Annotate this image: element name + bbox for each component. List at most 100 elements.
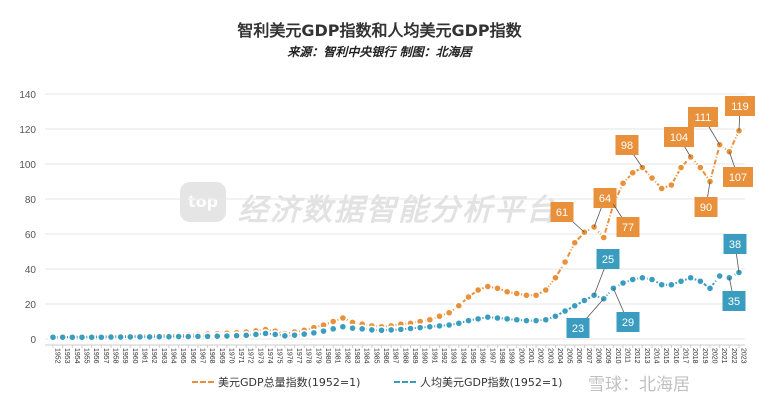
annotation-box-gdp [616,217,640,237]
x-tick-label: 1996 [479,348,486,364]
annotation-label-gdp: 119 [731,101,749,113]
x-tick-label: 2011 [624,348,631,363]
data-point-per-capita [464,316,473,326]
x-tick-label: 1968 [208,348,215,364]
data-point-per-capita [328,324,338,334]
data-point-gdp [531,290,541,300]
data-point-per-capita [203,331,212,341]
data-point-per-capita [348,323,357,333]
x-tick-label: 2009 [604,348,611,364]
data-point-per-capita [483,312,493,322]
x-tick-label: 2000 [517,348,524,364]
data-point-gdp [715,140,725,150]
x-tick-label: 1964 [169,348,176,364]
x-tick-label: 2010 [614,348,621,364]
data-point-per-capita [686,273,696,283]
annotation-box-per-capita [616,312,640,332]
legend-item-per-capita: 人均美元GDP指数(1952=1) [394,374,562,390]
data-point-gdp [570,238,580,248]
y-tick-label: 0 [30,335,36,346]
x-tick-label: 1986 [382,348,389,364]
data-point-per-capita [309,328,319,338]
annotation-box-per-capita [566,318,590,338]
data-point-per-capita [270,330,280,339]
data-point-per-capita [212,331,222,341]
legend-swatch-gdp [192,381,214,383]
annotation-box-per-capita [596,249,620,269]
data-point-per-capita [164,332,174,342]
x-tick-label: 1956 [92,348,99,364]
x-tick-label: 1965 [179,348,186,364]
x-tick-label: 1952 [54,348,61,364]
x-tick-label: 2016 [672,348,679,364]
y-tick-label: 20 [25,300,37,311]
x-tick-label: 1969 [218,348,225,364]
x-tick-label: 2021 [720,348,727,364]
x-tick-label: 1963 [160,348,167,364]
y-tick-label: 80 [25,195,37,206]
x-tick-label: 1980 [324,348,331,364]
data-point-per-capita [560,306,570,316]
data-point-gdp [435,311,444,321]
x-tick-label: 1970 [227,348,234,364]
annotation-label-gdp: 104 [670,132,688,144]
data-point-gdp [522,290,531,300]
x-tick-label: 1992 [440,348,447,364]
data-point-per-capita [319,326,328,336]
x-tick-label: 1978 [305,348,312,364]
data-point-per-capita [676,276,686,286]
annotation-box-gdp [688,107,718,127]
data-point-per-capita [58,332,68,342]
x-tick-label: 1987 [392,348,399,364]
data-point-per-capita [715,271,725,281]
x-tick-label: 1997 [488,348,495,364]
annotation-label-per-capita: 38 [729,239,741,251]
data-point-gdp [560,257,570,267]
data-point-per-capita [531,316,541,326]
data-point-per-capita [377,325,386,335]
data-point-gdp [618,178,628,188]
data-point-per-capita [386,325,396,335]
data-point-per-capita [415,323,425,333]
legend-swatch-per-capita [394,381,416,383]
annotation-label-per-capita: 25 [602,254,614,266]
data-point-gdp [637,163,647,172]
data-point-per-capita [251,330,261,339]
data-point-per-capita [222,331,232,341]
x-tick-label: 1977 [295,348,302,364]
data-point-per-capita [570,301,580,311]
x-tick-label: 1962 [150,348,157,364]
data-point-per-capita [357,324,367,334]
data-point-per-capita [618,278,628,288]
data-point-per-capita [87,332,97,342]
x-tick-label: 1993 [450,348,457,364]
annotation-box-gdp [725,96,755,116]
data-point-gdp [338,313,348,323]
data-point-per-capita [541,315,551,325]
data-point-per-capita [551,311,560,321]
annotation-box-per-capita [723,234,747,254]
data-point-per-capita [67,332,77,342]
data-point-per-capita [512,315,522,325]
x-tick-label: 2007 [585,348,592,364]
data-point-per-capita [435,321,444,331]
x-tick-label: 1958 [111,348,118,364]
y-tick-label: 120 [19,125,36,136]
x-tick-label: 2018 [691,348,698,364]
x-tick-label: 2006 [575,348,582,364]
x-tick-label: 2008 [595,348,602,364]
annotation-label-gdp: 107 [729,172,747,184]
data-point-per-capita [145,332,155,342]
data-point-gdp [328,317,338,326]
x-tick-label: 1957 [102,348,109,364]
x-tick-label: 2015 [662,348,669,364]
data-point-per-capita [522,316,531,326]
data-point-per-capita [338,322,348,332]
x-tick-label: 1999 [508,348,515,364]
x-tick-label: 2004 [556,348,563,364]
data-point-per-capita [657,280,667,290]
data-point-gdp [686,152,696,162]
data-point-per-capita [280,331,290,341]
data-point-per-capita [396,324,406,334]
